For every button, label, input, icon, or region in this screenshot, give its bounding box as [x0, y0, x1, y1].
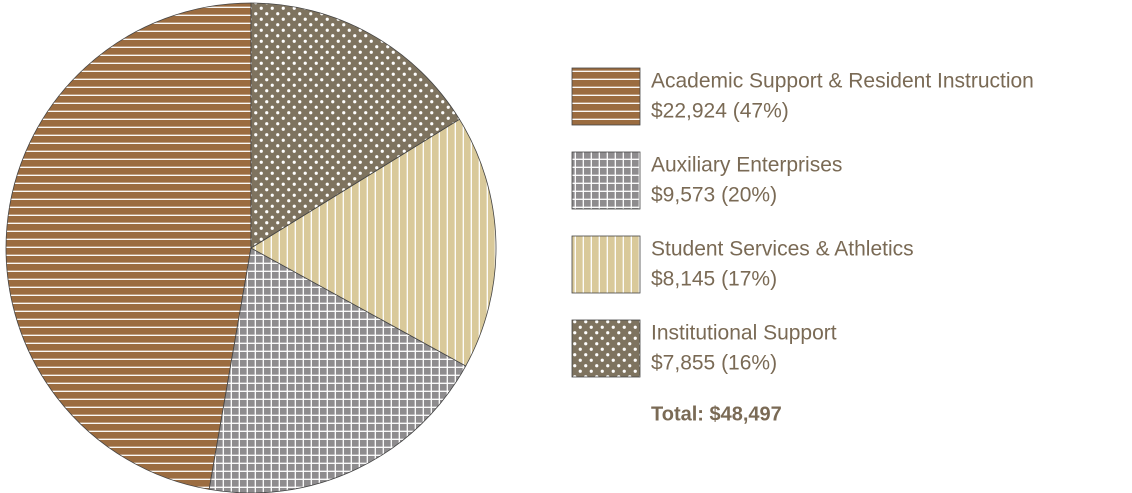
legend-label: Institutional Support [651, 322, 837, 345]
legend-swatch [571, 151, 641, 210]
legend-value: $9,573 (20%) [651, 184, 777, 207]
pie-slice [5, 2, 252, 490]
legend-value: $22,924 (47%) [651, 100, 789, 123]
total-label: Total: $48,497 [651, 403, 782, 425]
legend-swatch [571, 319, 641, 378]
pie-slice [250, 2, 461, 249]
legend-value: $8,145 (17%) [651, 268, 777, 291]
legend-label: Auxiliary Enterprises [651, 154, 842, 177]
legend-swatch [571, 67, 641, 126]
legend-label: Student Services & Athletics [651, 238, 914, 261]
legend-value: $7,855 (16%) [651, 352, 777, 375]
legend-label: Academic Support & Resident Instruction [651, 70, 1034, 93]
pie-slice [250, 118, 497, 367]
legend-swatch [571, 235, 641, 294]
